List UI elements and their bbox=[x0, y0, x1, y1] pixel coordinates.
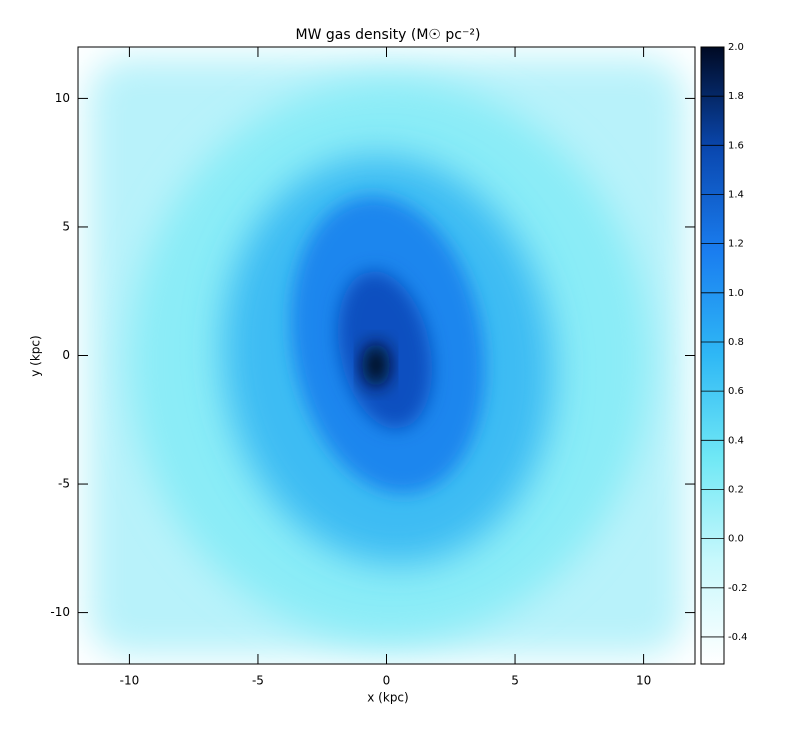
x-tick-label: 5 bbox=[511, 674, 519, 688]
density-map bbox=[78, 47, 695, 664]
x-tick-label: 10 bbox=[636, 674, 651, 688]
colorbar-tick-label: 0.6 bbox=[728, 386, 744, 397]
y-tick-label: 0 bbox=[62, 348, 70, 362]
colorbar-tick-label: 0.0 bbox=[728, 534, 744, 545]
colorbar-tick-label: 1.2 bbox=[728, 239, 744, 250]
colorbar-tick-label: 1.0 bbox=[728, 288, 744, 299]
colorbar-tick-label: 2.0 bbox=[728, 42, 744, 53]
y-tick-label: -10 bbox=[50, 605, 70, 619]
colorbar-tick-label: 0.2 bbox=[728, 484, 744, 495]
y-tick-label: -5 bbox=[58, 477, 70, 491]
colorbar-tick-label: 0.4 bbox=[728, 435, 744, 446]
colorbar-tick-label: -0.4 bbox=[728, 632, 748, 643]
colorbar-tick-label: 1.8 bbox=[728, 91, 744, 102]
y-axis-label: y (kpc) bbox=[29, 335, 43, 376]
colorbar-tick-label: 1.6 bbox=[728, 140, 744, 151]
y-tick-label: 10 bbox=[55, 91, 70, 105]
x-tick-label: -10 bbox=[120, 674, 140, 688]
x-tick-label: 0 bbox=[383, 674, 391, 688]
x-axis-label: x (kpc) bbox=[367, 691, 408, 705]
colorbar-tick-label: 1.4 bbox=[728, 189, 744, 200]
y-tick-label: 5 bbox=[62, 219, 70, 233]
colorbar-tick-label: 0.8 bbox=[728, 337, 744, 348]
chart-title: MW gas density (M☉ pc⁻²) bbox=[296, 27, 481, 43]
colorbar-tick-label: -0.2 bbox=[728, 583, 748, 594]
colorbar bbox=[700, 46, 725, 665]
x-tick-label: -5 bbox=[252, 674, 264, 688]
